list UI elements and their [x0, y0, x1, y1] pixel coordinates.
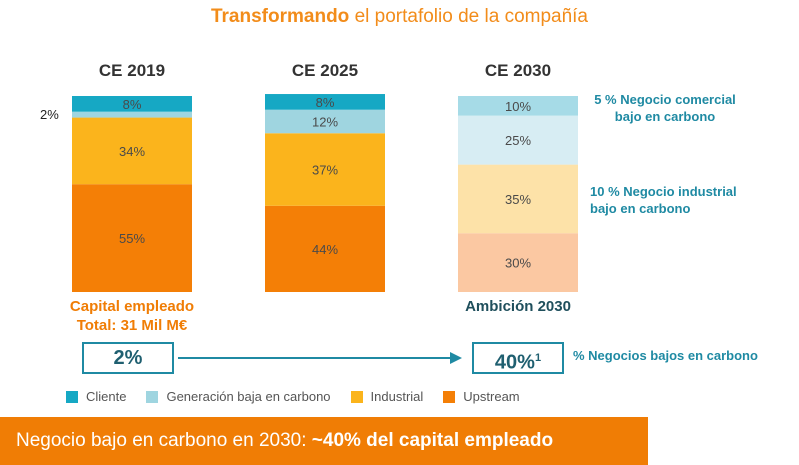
banner-bold: ~40% del capital empleado — [312, 430, 553, 451]
summary-banner: Negocio bajo en carbono en 2030: ~40% de… — [0, 417, 648, 465]
metric-label: % Negocios bajos en carbono — [573, 348, 758, 363]
data-label-industrial-2: 37% — [312, 163, 338, 178]
category-label-2: CE 2025 — [292, 61, 358, 80]
data-label-upstream-1: 55% — [119, 231, 145, 246]
side-note-industrial: 10 % Negocio industrial bajo en carbono — [582, 183, 740, 217]
side-note-commercial: 5 % Negocio comercial bajo en carbono — [585, 91, 745, 125]
arrow-icon — [176, 348, 464, 368]
category-label-1: CE 2019 — [99, 61, 165, 80]
data-label-low-carbon-2: 12% — [312, 114, 338, 129]
legend-item-industrial: Industrial — [351, 389, 424, 404]
legend-swatch-client — [66, 391, 78, 403]
legend-item-low-carbon: Generación baja en carbono — [146, 389, 330, 404]
data-label-upstream-2: 44% — [312, 242, 338, 257]
banner-text: Negocio bajo en carbono en 2030: — [16, 430, 312, 451]
metric-from-value: 2% — [114, 347, 143, 369]
stacked-bar-chart: CE 2019 55% 34% 8% CE 2025 44% 37% 12% 8% CE 2030… — [0, 0, 799, 340]
side-annotation-2019: 2% — [40, 107, 59, 122]
legend-label-client: Cliente — [86, 389, 126, 404]
caption-ce2019-line1: Capital empleado — [70, 298, 194, 315]
bar-segment-low-carbon-1 — [72, 112, 192, 118]
metric-to-value: 40% — [495, 352, 535, 374]
legend-label-low-carbon: Generación baja en carbono — [166, 389, 330, 404]
legend-swatch-upstream — [443, 391, 455, 403]
legend: Cliente Generación baja en carbono Indus… — [66, 389, 540, 404]
data-label-low-carbon-3: 25% — [505, 133, 531, 148]
legend-item-upstream: Upstream — [443, 389, 519, 404]
side-note-industrial-line2: bajo en carbono — [590, 200, 740, 217]
legend-swatch-low-carbon — [146, 391, 158, 403]
category-label-3: CE 2030 — [485, 61, 551, 80]
metric-to-footnote: 1 — [535, 352, 541, 364]
data-label-client-3: 10% — [505, 99, 531, 114]
data-label-upstream-3: 30% — [505, 256, 531, 271]
side-note-commercial-line2: bajo en carbono — [585, 108, 745, 125]
side-note-industrial-line1: 10 % Negocio industrial — [590, 183, 740, 200]
data-label-client-1: 8% — [123, 97, 142, 112]
legend-label-industrial: Industrial — [371, 389, 424, 404]
legend-swatch-industrial — [351, 391, 363, 403]
caption-ce2019-line2: Total: 31 Mil M€ — [77, 317, 188, 334]
caption-ce2030: Ambición 2030 — [465, 298, 571, 315]
legend-label-upstream: Upstream — [463, 389, 519, 404]
metric-from-box: 2% — [82, 342, 174, 374]
metric-to-box: 40%1 — [472, 342, 564, 374]
legend-item-client: Cliente — [66, 389, 126, 404]
data-label-industrial-3: 35% — [505, 192, 531, 207]
side-note-commercial-line1: 5 % Negocio comercial — [585, 91, 745, 108]
data-label-client-2: 8% — [316, 95, 335, 110]
data-label-industrial-1: 34% — [119, 144, 145, 159]
